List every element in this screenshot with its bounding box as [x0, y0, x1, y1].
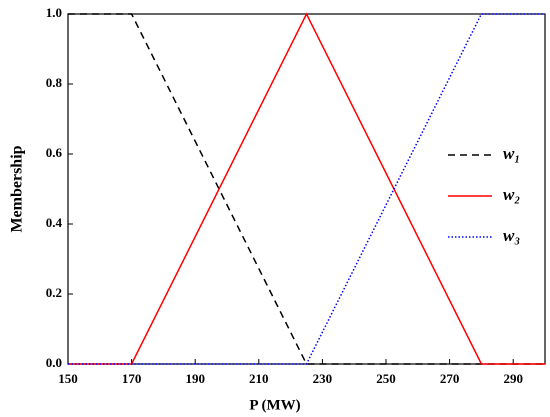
y-axis-label: Membership — [9, 145, 26, 232]
x-tick-label: 270 — [440, 371, 460, 386]
y-tick-label: 0.0 — [46, 355, 62, 370]
x-tick-label: 250 — [376, 371, 396, 386]
plot-frame — [67, 13, 546, 365]
x-tick-label: 210 — [249, 371, 269, 386]
x-tick-label: 290 — [503, 371, 523, 386]
series-line — [68, 12, 545, 365]
legend-label: w₂ — [503, 185, 520, 204]
legend-label: w₃ — [503, 226, 520, 245]
x-tick-label: 230 — [313, 371, 333, 386]
series-line — [68, 13, 545, 365]
y-tick-label: 0.4 — [46, 215, 63, 230]
x-tick-label: 170 — [122, 371, 142, 386]
y-tick-label: 0.6 — [46, 145, 63, 160]
series-line — [68, 13, 545, 365]
y-tick-label: 0.2 — [46, 285, 62, 300]
y-tick-label: 0.8 — [46, 75, 63, 90]
legend-label: w₁ — [503, 144, 520, 163]
x-axis-label: P (MW) — [249, 397, 300, 413]
x-tick-label: 190 — [185, 371, 205, 386]
x-tick-label: 150 — [58, 371, 78, 386]
y-tick-label: 1.0 — [46, 5, 62, 20]
